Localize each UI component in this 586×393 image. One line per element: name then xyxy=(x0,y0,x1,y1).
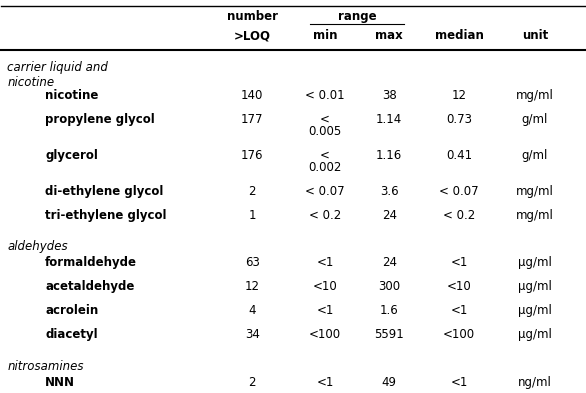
Text: 0.41: 0.41 xyxy=(446,149,472,162)
Text: <1: <1 xyxy=(451,376,468,389)
Text: 3.6: 3.6 xyxy=(380,185,398,198)
Text: mg/ml: mg/ml xyxy=(516,88,554,101)
Text: acetaldehyde: acetaldehyde xyxy=(45,281,135,294)
Text: 1: 1 xyxy=(248,209,256,222)
Text: diacetyl: diacetyl xyxy=(45,329,98,342)
Text: <10: <10 xyxy=(313,281,338,294)
Text: carrier liquid and
nicotine: carrier liquid and nicotine xyxy=(7,61,108,89)
Text: 12: 12 xyxy=(245,281,260,294)
Text: <100: <100 xyxy=(443,329,475,342)
Text: 1.6: 1.6 xyxy=(380,305,398,318)
Text: acrolein: acrolein xyxy=(45,305,98,318)
Text: tri-ethylene glycol: tri-ethylene glycol xyxy=(45,209,166,222)
Text: 0.005: 0.005 xyxy=(308,125,342,138)
Text: glycerol: glycerol xyxy=(45,149,98,162)
Text: <100: <100 xyxy=(309,329,341,342)
Text: μg/ml: μg/ml xyxy=(518,329,552,342)
Text: 5591: 5591 xyxy=(374,329,404,342)
Text: μg/ml: μg/ml xyxy=(518,281,552,294)
Text: aldehydes: aldehydes xyxy=(7,241,68,253)
Text: 1.14: 1.14 xyxy=(376,112,403,125)
Text: 49: 49 xyxy=(381,376,397,389)
Text: di-ethylene glycol: di-ethylene glycol xyxy=(45,185,163,198)
Text: mg/ml: mg/ml xyxy=(516,209,554,222)
Text: median: median xyxy=(435,29,483,42)
Text: range: range xyxy=(338,10,376,23)
Text: unit: unit xyxy=(522,29,548,42)
Text: <10: <10 xyxy=(447,281,472,294)
Text: formaldehyde: formaldehyde xyxy=(45,257,137,270)
Text: max: max xyxy=(376,29,403,42)
Text: g/ml: g/ml xyxy=(522,112,548,125)
Text: < 0.01: < 0.01 xyxy=(305,88,345,101)
Text: 140: 140 xyxy=(241,88,263,101)
Text: propylene glycol: propylene glycol xyxy=(45,112,155,125)
Text: <1: <1 xyxy=(451,305,468,318)
Text: 34: 34 xyxy=(245,329,260,342)
Text: μg/ml: μg/ml xyxy=(518,257,552,270)
Text: 4: 4 xyxy=(248,305,256,318)
Text: mg/ml: mg/ml xyxy=(516,185,554,198)
Text: nicotine: nicotine xyxy=(45,88,98,101)
Text: 300: 300 xyxy=(378,281,400,294)
Text: NNN: NNN xyxy=(45,376,75,389)
Text: ng/ml: ng/ml xyxy=(518,376,552,389)
Text: nitrosamines: nitrosamines xyxy=(7,360,84,373)
Text: g/ml: g/ml xyxy=(522,149,548,162)
Text: 176: 176 xyxy=(241,149,264,162)
Text: 63: 63 xyxy=(245,257,260,270)
Text: < 0.2: < 0.2 xyxy=(309,209,341,222)
Text: 0.002: 0.002 xyxy=(308,161,342,174)
Text: < 0.2: < 0.2 xyxy=(443,209,475,222)
Text: μg/ml: μg/ml xyxy=(518,305,552,318)
Text: 0.73: 0.73 xyxy=(446,112,472,125)
Text: <: < xyxy=(320,112,330,125)
Text: < 0.07: < 0.07 xyxy=(440,185,479,198)
Text: <1: <1 xyxy=(451,257,468,270)
Text: 24: 24 xyxy=(381,209,397,222)
Text: 12: 12 xyxy=(452,88,466,101)
Text: >LOQ: >LOQ xyxy=(234,29,271,42)
Text: <1: <1 xyxy=(316,376,334,389)
Text: 2: 2 xyxy=(248,376,256,389)
Text: min: min xyxy=(313,29,338,42)
Text: 1.16: 1.16 xyxy=(376,149,403,162)
Text: <: < xyxy=(320,149,330,162)
Text: < 0.07: < 0.07 xyxy=(305,185,345,198)
Text: 24: 24 xyxy=(381,257,397,270)
Text: <1: <1 xyxy=(316,257,334,270)
Text: 2: 2 xyxy=(248,185,256,198)
Text: <1: <1 xyxy=(316,305,334,318)
Text: number: number xyxy=(227,10,278,23)
Text: 38: 38 xyxy=(382,88,397,101)
Text: 177: 177 xyxy=(241,112,264,125)
